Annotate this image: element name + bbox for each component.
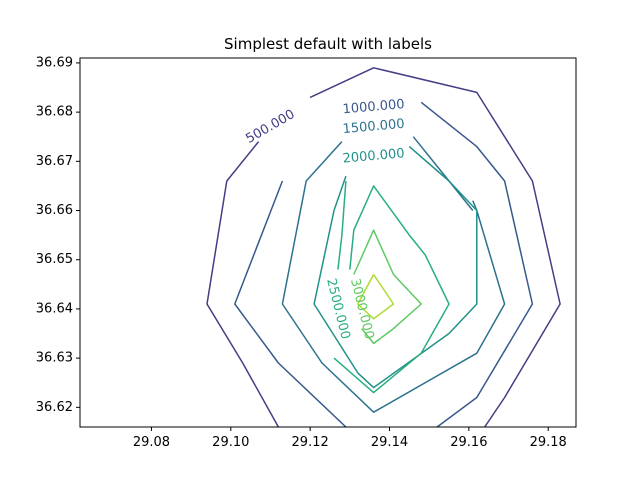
axes-frame bbox=[79, 57, 577, 428]
contour-line-1500-0 bbox=[281, 141, 506, 413]
y-axis: 36.62 36.63 36.64 36.65 36.66 36.67 36.68 36.69 bbox=[36, 55, 80, 415]
x-tick-label: 29.08 bbox=[133, 435, 170, 450]
y-tick-label: 36.69 bbox=[36, 55, 73, 70]
y-tick-label: 36.66 bbox=[36, 203, 73, 218]
chart-title: Simplest default with labels bbox=[224, 35, 432, 53]
y-tick-label: 36.64 bbox=[36, 301, 73, 316]
contour-line-2500-1 bbox=[333, 185, 450, 394]
contour-line-2500-0 bbox=[337, 180, 347, 270]
y-tick-label: 36.65 bbox=[36, 252, 73, 267]
contour-label-2000: 2000.000 bbox=[342, 146, 405, 166]
contour-line-3500-0 bbox=[357, 274, 395, 320]
x-axis: 29.08 29.10 29.12 29.14 29.16 29.18 bbox=[133, 427, 567, 450]
y-tick-label: 36.67 bbox=[36, 154, 73, 169]
x-tick-label: 29.18 bbox=[530, 435, 567, 450]
contour-label-1000: 1000.000 bbox=[342, 97, 405, 117]
x-tick-label: 29.14 bbox=[371, 435, 408, 450]
x-tick-label: 29.12 bbox=[292, 435, 329, 450]
y-tick-label: 36.68 bbox=[36, 105, 73, 120]
y-tick-label: 36.62 bbox=[36, 400, 73, 415]
y-tick-label: 36.63 bbox=[36, 351, 73, 366]
contour-line-1000-1 bbox=[420, 101, 534, 427]
contour-line-3000-0 bbox=[353, 229, 422, 345]
contour-line-500-0 bbox=[206, 141, 280, 427]
contour-line-1000-0 bbox=[234, 180, 347, 427]
contour-line-500-1 bbox=[309, 67, 561, 427]
x-tick-label: 29.10 bbox=[212, 435, 249, 450]
x-tick-label: 29.16 bbox=[450, 435, 487, 450]
contour-label-1500: 1500.000 bbox=[342, 117, 405, 137]
